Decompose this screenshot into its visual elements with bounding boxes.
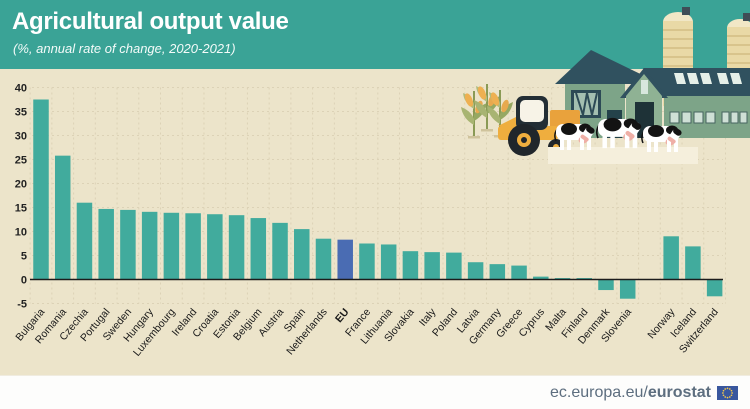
y-tick-label: 5 — [21, 251, 27, 263]
bar-Hungary — [141, 211, 158, 280]
bar-Lithuania — [380, 244, 397, 280]
footer-url-brand: eurostat — [647, 383, 711, 401]
footer-url-prefix: ec.europa.eu/ — [550, 383, 648, 401]
bar-Ireland — [185, 213, 201, 280]
flag-star — [730, 393, 733, 396]
flag-star — [728, 395, 731, 398]
y-tick-label: -5 — [17, 299, 27, 311]
footer: ec.europa.eu/eurostat — [0, 375, 750, 409]
bar-Czechia — [76, 202, 93, 280]
bar-Sweden — [120, 209, 136, 280]
y-tick-label: 15 — [15, 203, 27, 215]
footer-url: ec.europa.eu/eurostat — [550, 384, 711, 402]
bar-Belgium — [250, 218, 267, 280]
bar-Romania — [54, 155, 71, 280]
bar-Switzerland — [706, 279, 723, 297]
y-tick-label: 20 — [15, 179, 27, 191]
page-subtitle: (%, annual rate of change, 2020-2021) — [13, 41, 236, 56]
bar-Slovakia — [402, 251, 419, 280]
bar-Croatia — [207, 214, 223, 280]
flag-star — [722, 393, 725, 396]
bar-Italy — [424, 252, 440, 280]
cow-icon — [554, 122, 597, 151]
y-tick-label: 10 — [15, 227, 27, 239]
bar-Netherlands — [315, 238, 332, 280]
bar-France — [359, 243, 375, 280]
y-tick-label: 30 — [15, 131, 27, 143]
y-tick-label: 25 — [15, 155, 27, 167]
flag-star — [722, 389, 725, 392]
bar-Iceland — [685, 246, 701, 280]
bar-Poland — [446, 252, 462, 280]
bar-Denmark — [598, 279, 614, 291]
bar-Bulgaria — [33, 99, 49, 280]
farmhouse-icon — [555, 50, 661, 138]
flag-star — [728, 387, 731, 390]
bar-EU — [337, 239, 353, 280]
bar-Greece — [511, 265, 527, 280]
x-label-EU: EU — [333, 306, 352, 325]
bar-Cyprus — [533, 276, 549, 280]
y-tick-label: 40 — [15, 83, 27, 95]
cow-icon — [595, 116, 644, 149]
flag-star — [726, 396, 729, 398]
bar-Austria — [272, 222, 288, 280]
page-title: Agricultural output value — [12, 8, 289, 35]
silo-icon — [663, 7, 693, 106]
bar-Luxembourg — [163, 212, 180, 280]
flag-star — [724, 387, 727, 390]
eu-flag-icon — [717, 385, 738, 400]
flag-star — [731, 391, 733, 394]
bar-Slovenia — [619, 279, 636, 299]
farm-illustration — [460, 7, 750, 164]
header: Agricultural output value (%, annual rat… — [0, 0, 750, 69]
bar-Norway — [663, 236, 679, 280]
bar-Germany — [489, 264, 506, 280]
bar-Portugal — [98, 208, 114, 280]
y-tick-label: 35 — [15, 107, 27, 119]
flag-star — [726, 387, 729, 389]
paddock-strip — [548, 147, 698, 164]
flag-star — [724, 395, 727, 398]
y-tick-label: 0 — [21, 275, 27, 287]
bar-Estonia — [228, 215, 245, 280]
bar-Spain — [294, 229, 310, 280]
flag-star — [722, 391, 724, 394]
bar-Latvia — [467, 262, 484, 280]
flag-star — [730, 389, 733, 392]
